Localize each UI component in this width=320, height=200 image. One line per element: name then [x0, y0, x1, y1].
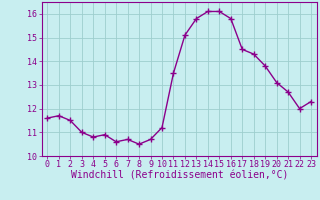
X-axis label: Windchill (Refroidissement éolien,°C): Windchill (Refroidissement éolien,°C) [70, 171, 288, 181]
